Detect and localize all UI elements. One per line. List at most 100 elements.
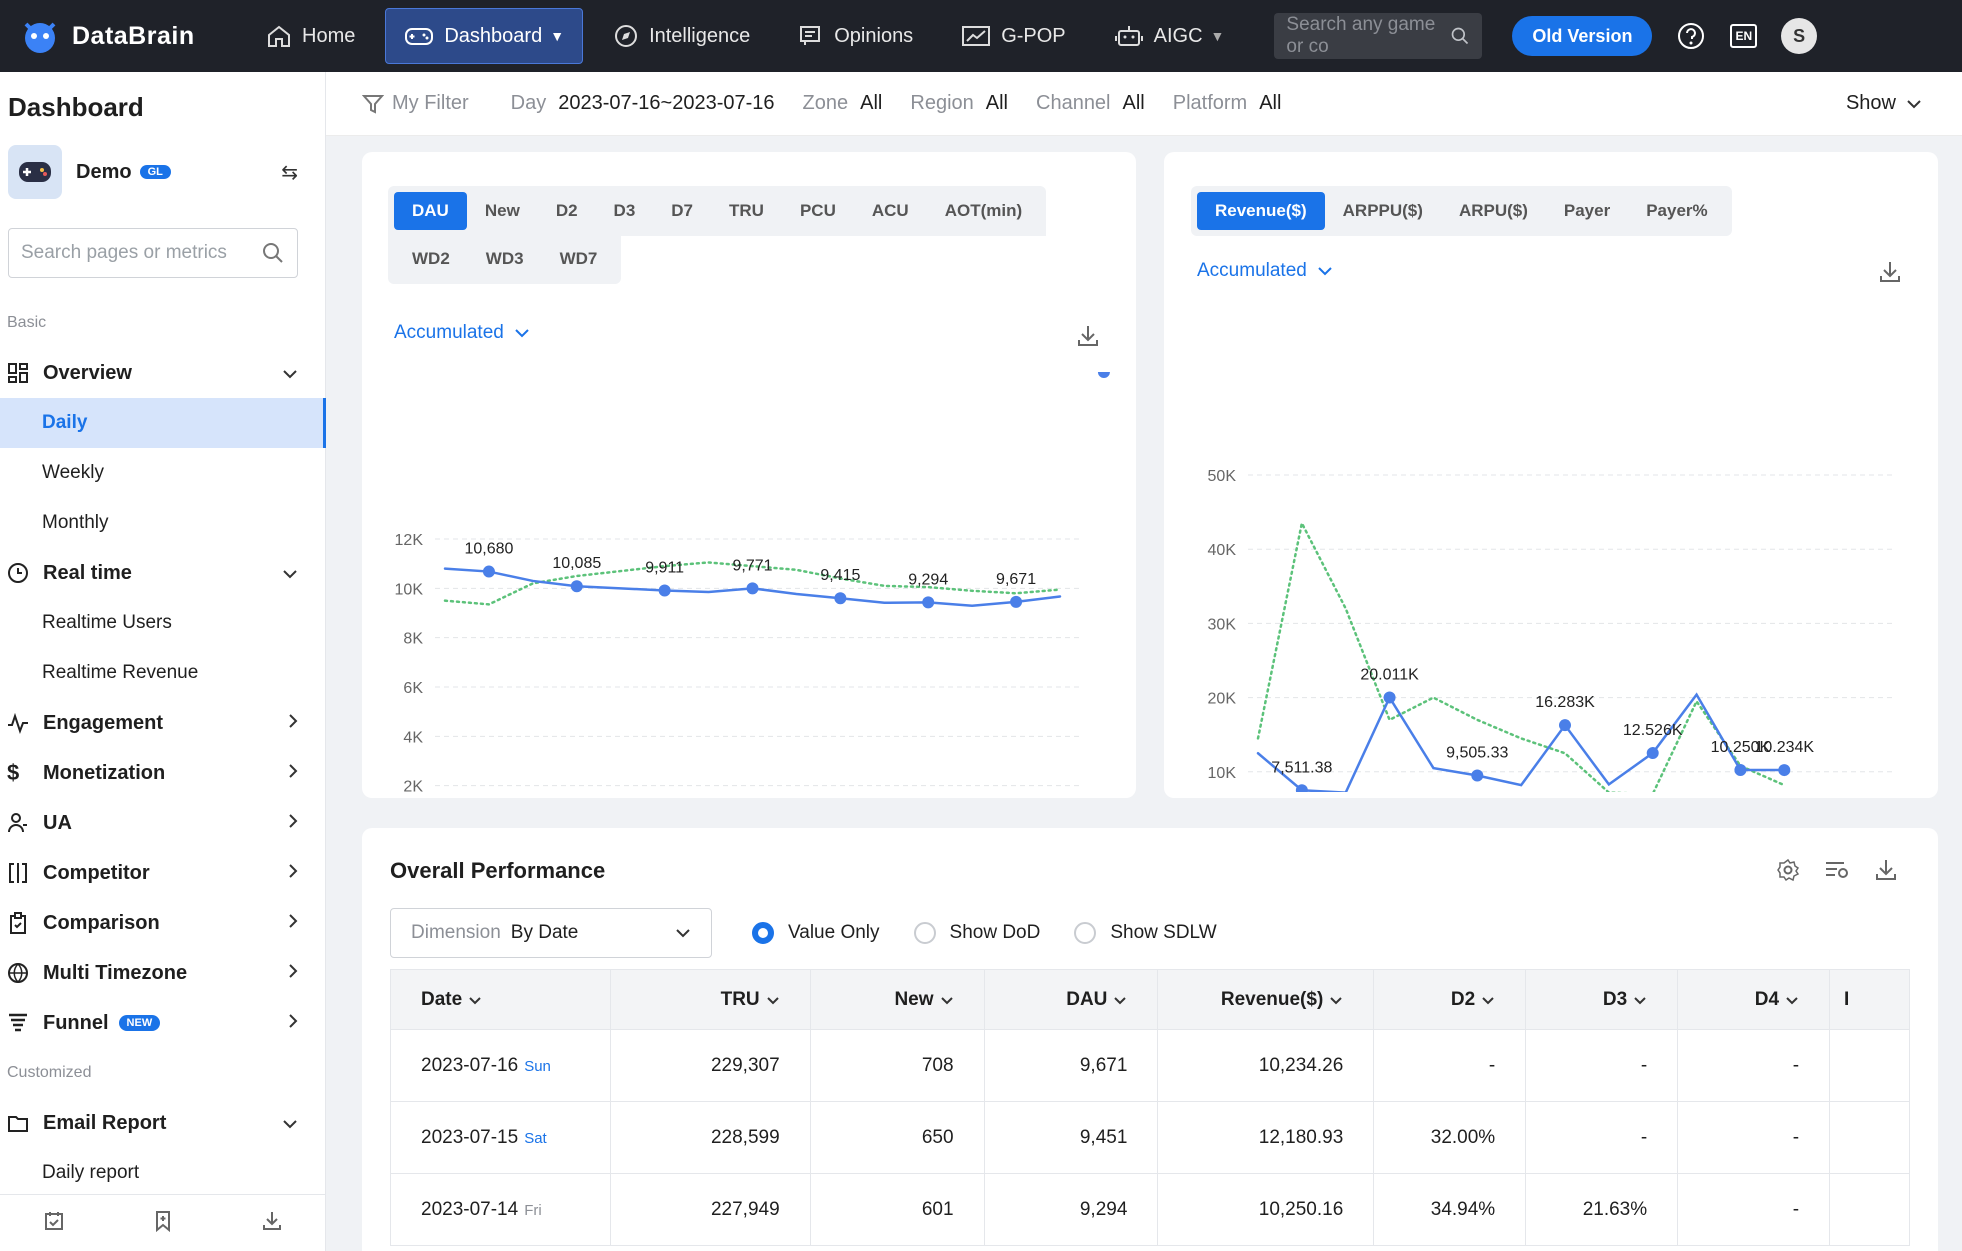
download-icon[interactable] [1076,324,1100,348]
revenue-tab-payer[interactable]: Payer [1563,201,1611,220]
cell-date: 2023-07-14 Fri [390,1173,611,1246]
filter-channel[interactable]: Channel All [1036,92,1145,115]
dau-tab-dau[interactable]: DAU [394,192,467,230]
sidebar-item-realtime[interactable]: Real time [0,548,326,598]
download-icon[interactable] [1878,260,1902,284]
sort-chevron-icon[interactable] [468,993,482,1008]
language-switch[interactable]: EN [1730,24,1758,48]
my-filter-button[interactable]: My Filter [362,92,469,115]
data-point [1097,372,1110,378]
revenue-tab-arppu[interactable]: ARPPU($) [1342,201,1423,220]
sidebar-item-realtime-users[interactable]: Realtime Users [42,612,172,633]
gear-icon[interactable] [1776,858,1800,887]
sidebar-item-overview[interactable]: Overview [0,348,326,398]
nav-home[interactable]: Home [248,8,373,64]
nav-gpop[interactable]: G-POP [943,8,1083,64]
radio-circle[interactable] [752,922,774,944]
avatar[interactable]: S [1781,18,1818,54]
nav-aigc[interactable]: AIGC ▼ [1096,8,1243,64]
sidebar-item-daily[interactable]: Daily [0,398,326,448]
column-header-tru[interactable]: TRU [609,969,811,1030]
sidebar-item-competitor[interactable]: Competitor [0,848,326,898]
dau-tab-d2[interactable]: D2 [555,201,578,220]
dimension-select[interactable]: Dimension By Date [390,908,712,958]
sidebar-item-multi-timezone[interactable]: Multi Timezone [0,948,326,998]
show-dropdown[interactable]: Show [1846,92,1922,115]
column-header-d2[interactable]: D2 [1373,969,1527,1030]
column-header-d3[interactable]: D3 [1525,969,1679,1030]
download-icon[interactable] [1874,858,1898,887]
column-header-revenue[interactable]: Revenue($) [1157,969,1375,1030]
dau-tab-new[interactable]: New [484,201,520,220]
data-point [482,565,495,578]
column-header-dau[interactable]: DAU [983,969,1159,1030]
dau-tab-d3[interactable]: D3 [613,201,636,220]
sidebar-item-ua[interactable]: UA [0,798,326,848]
revenue-tab-payer[interactable]: Payer% [1646,201,1708,220]
dau-tab-aot-min[interactable]: AOT(min) [944,201,1023,220]
sidebar-item-monthly[interactable]: Monthly [42,512,109,533]
table-cell [1829,1029,1910,1102]
dau-accumulated-dropdown[interactable]: Accumulated [394,322,530,344]
radio-show-sdlw[interactable]: Show SDLW [1074,922,1217,944]
chevron-right-icon [288,812,298,835]
radio-circle[interactable] [913,922,936,944]
filter-zone[interactable]: Zone All [803,92,883,115]
swap-icon[interactable]: ⇆ [281,161,298,184]
sort-chevron-icon[interactable] [1481,993,1495,1008]
radio-show-dod[interactable]: Show DoD [913,922,1040,944]
search-icon[interactable] [1450,24,1470,48]
search-icon[interactable] [261,241,285,265]
radio-circle[interactable] [1074,922,1097,944]
sort-chevron-icon[interactable] [1633,993,1647,1008]
sidebar-item-email-report[interactable]: Email Report [0,1098,326,1148]
project-selector[interactable]: Demo GL ⇆ [8,144,298,200]
data-label: 10.234K [1754,739,1814,756]
filter-platform[interactable]: Platform All [1173,92,1282,115]
sidebar-search-input[interactable]: Search pages or metrics [8,228,298,278]
download-icon[interactable] [261,1210,283,1237]
column-header-i[interactable]: I [1829,969,1910,1030]
sidebar-item-engagement[interactable]: Engagement [0,698,326,748]
dau-tab-tru[interactable]: TRU [729,201,764,220]
filter-day[interactable]: Day 2023-07-16~2023-07-16 [511,92,775,115]
help-icon[interactable] [1676,21,1706,51]
project-badge: GL [139,165,171,179]
sidebar-item-monetization[interactable]: $ Monetization [0,748,326,798]
logo[interactable]: DataBrain [18,14,248,58]
sort-chevron-icon[interactable] [766,993,780,1008]
dau-tab-d7[interactable]: D7 [671,201,694,220]
sort-chevron-icon[interactable] [1785,993,1799,1008]
sort-chevron-icon[interactable] [940,993,954,1008]
dau-tab-pcu[interactable]: PCU [799,201,836,220]
sidebar-item-weekly[interactable]: Weekly [42,462,104,483]
revenue-tab-arpu[interactable]: ARPU($) [1458,201,1528,220]
dau-tab-wd3[interactable]: WD3 [485,249,524,268]
column-settings-icon[interactable] [1824,858,1850,887]
calendar-check-icon[interactable] [43,1210,65,1237]
nav-intelligence[interactable]: Intelligence [595,8,768,64]
global-search-input[interactable]: Search any game or co [1274,13,1483,59]
filter-region[interactable]: Region All [910,92,1008,115]
sort-chevron-icon[interactable] [1113,993,1127,1008]
sort-chevron-icon[interactable] [1329,993,1343,1008]
sidebar-item-realtime-revenue[interactable]: Realtime Revenue [42,662,199,683]
old-version-button[interactable]: Old Version [1512,16,1653,56]
sidebar-item-daily-report[interactable]: Daily report [42,1162,140,1183]
column-header-d4[interactable]: D4 [1677,969,1831,1030]
revenue-accumulated-dropdown[interactable]: Accumulated [1197,260,1333,282]
nav-dashboard[interactable]: Dashboard ▼ [385,8,584,64]
dau-tab-wd7[interactable]: WD7 [559,249,598,268]
data-label: 10.250K [1711,739,1771,756]
bookmark-icon[interactable] [152,1210,174,1237]
column-header-date[interactable]: Date [390,969,611,1030]
nav-opinions[interactable]: Opinions [780,8,931,64]
sidebar-item-comparison[interactable]: Comparison [0,898,326,948]
revenue-tab-revenue[interactable]: Revenue($) [1197,192,1325,230]
dau-tab-acu[interactable]: ACU [871,201,909,220]
column-header-new[interactable]: New [809,969,985,1030]
main-nav: Home Dashboard ▼ Intelligence Opinions G… [248,0,1254,72]
dau-tab-wd2[interactable]: WD2 [412,249,450,268]
sidebar-item-funnel[interactable]: Funnel NEW [0,998,326,1048]
radio-value-only[interactable]: Value Only [752,922,880,944]
